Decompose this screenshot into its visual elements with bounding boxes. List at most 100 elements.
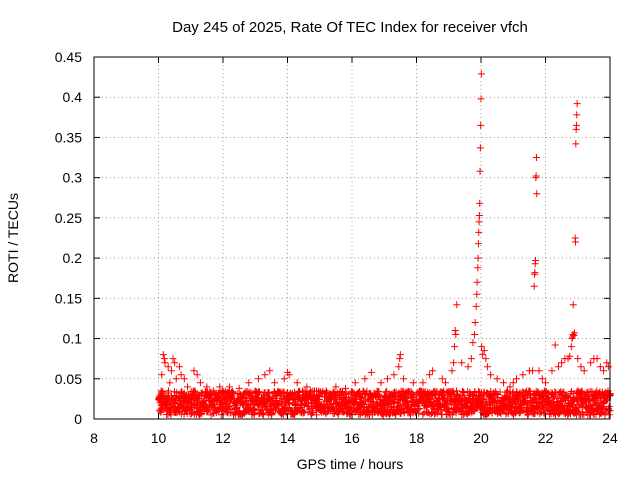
data-point bbox=[451, 343, 459, 351]
data-point bbox=[396, 355, 404, 363]
data-point bbox=[322, 387, 330, 395]
y-axis-label: ROTI / TECUs bbox=[5, 193, 21, 283]
chart-title: Day 245 of 2025, Rate Of TEC Index for r… bbox=[172, 19, 528, 36]
data-point bbox=[475, 218, 483, 226]
band-point bbox=[488, 409, 496, 417]
data-point bbox=[480, 347, 488, 355]
band-point bbox=[492, 389, 500, 397]
band-point bbox=[496, 388, 504, 396]
band-point bbox=[402, 395, 410, 403]
data-point bbox=[261, 371, 269, 379]
data-point bbox=[551, 341, 559, 349]
band-point bbox=[265, 396, 273, 404]
data-point bbox=[293, 379, 301, 387]
data-point bbox=[477, 121, 485, 129]
data-point bbox=[390, 371, 398, 379]
band-point bbox=[416, 405, 424, 413]
y-tick-label: 0.25 bbox=[55, 210, 82, 226]
x-axis-label: GPS time / hours bbox=[297, 456, 404, 472]
band-point bbox=[478, 394, 486, 402]
y-tick-label: 0.45 bbox=[55, 49, 82, 65]
band-point bbox=[250, 411, 258, 419]
data-point bbox=[604, 363, 612, 371]
data-point bbox=[538, 375, 546, 383]
y-tick-label: 0.05 bbox=[55, 371, 82, 387]
band-point bbox=[218, 407, 226, 415]
data-point bbox=[573, 111, 581, 119]
data-point bbox=[512, 375, 520, 383]
data-point bbox=[571, 238, 579, 246]
data-point bbox=[572, 121, 580, 129]
data-point bbox=[332, 383, 340, 391]
data-point bbox=[506, 383, 514, 391]
data-point bbox=[442, 379, 450, 387]
data-point bbox=[471, 331, 479, 339]
data-point bbox=[157, 387, 165, 395]
data-point bbox=[367, 368, 375, 376]
data-point bbox=[409, 379, 417, 387]
band-point bbox=[157, 408, 165, 416]
y-axis-ticks: 0 0.05 0.1 0.15 0.2 0.25 0.3 0.35 0.4 0.45 bbox=[55, 49, 610, 427]
x-tick-label: 8 bbox=[90, 430, 98, 446]
data-point bbox=[458, 359, 466, 367]
data-point bbox=[600, 367, 608, 375]
band-point bbox=[435, 396, 443, 404]
data-point bbox=[156, 399, 164, 407]
data-point bbox=[158, 371, 166, 379]
data-point bbox=[453, 301, 461, 309]
x-tick-label: 24 bbox=[602, 430, 618, 446]
data-point bbox=[532, 154, 540, 162]
data-point bbox=[452, 331, 460, 339]
band-point bbox=[524, 400, 532, 408]
data-point bbox=[225, 383, 233, 391]
data-point bbox=[419, 379, 427, 387]
band-point bbox=[334, 410, 342, 418]
data-point bbox=[558, 359, 566, 367]
data-point bbox=[530, 282, 538, 290]
data-point bbox=[509, 379, 517, 387]
data-point bbox=[542, 379, 549, 387]
data-point bbox=[280, 375, 288, 383]
data-point bbox=[554, 363, 562, 371]
band-point bbox=[585, 397, 593, 405]
band-point bbox=[301, 408, 309, 416]
band-point bbox=[191, 387, 199, 395]
band-point bbox=[324, 408, 332, 416]
y-tick-label: 0.35 bbox=[55, 129, 82, 145]
data-point bbox=[519, 371, 527, 379]
data-point bbox=[400, 375, 408, 383]
data-point bbox=[190, 367, 198, 375]
band-point bbox=[299, 409, 307, 417]
data-point bbox=[450, 359, 458, 367]
band-point bbox=[557, 387, 565, 395]
data-point bbox=[500, 379, 508, 387]
band-point bbox=[605, 403, 613, 411]
y-tick-label: 0.1 bbox=[63, 331, 83, 347]
x-tick-label: 10 bbox=[151, 430, 167, 446]
band-point bbox=[565, 393, 573, 401]
data-point bbox=[383, 375, 391, 383]
band-point bbox=[544, 390, 552, 398]
band-point bbox=[505, 394, 513, 402]
data-point bbox=[529, 367, 537, 375]
band-point bbox=[383, 387, 391, 395]
background-data-band bbox=[155, 387, 614, 419]
data-point bbox=[596, 363, 604, 371]
band-point bbox=[373, 399, 381, 407]
band-point bbox=[382, 388, 390, 396]
data-point bbox=[587, 359, 595, 367]
data-point bbox=[569, 301, 577, 309]
band-point bbox=[225, 402, 233, 410]
band-point bbox=[199, 398, 207, 406]
band-point bbox=[309, 408, 317, 416]
data-point bbox=[172, 375, 180, 383]
data-points bbox=[156, 70, 612, 407]
data-point bbox=[196, 379, 204, 387]
data-point bbox=[451, 327, 459, 335]
band-point bbox=[259, 411, 267, 419]
data-point bbox=[483, 363, 491, 371]
band-point bbox=[430, 391, 438, 399]
band-point bbox=[443, 404, 451, 412]
data-point bbox=[425, 371, 433, 379]
data-point bbox=[171, 359, 179, 367]
